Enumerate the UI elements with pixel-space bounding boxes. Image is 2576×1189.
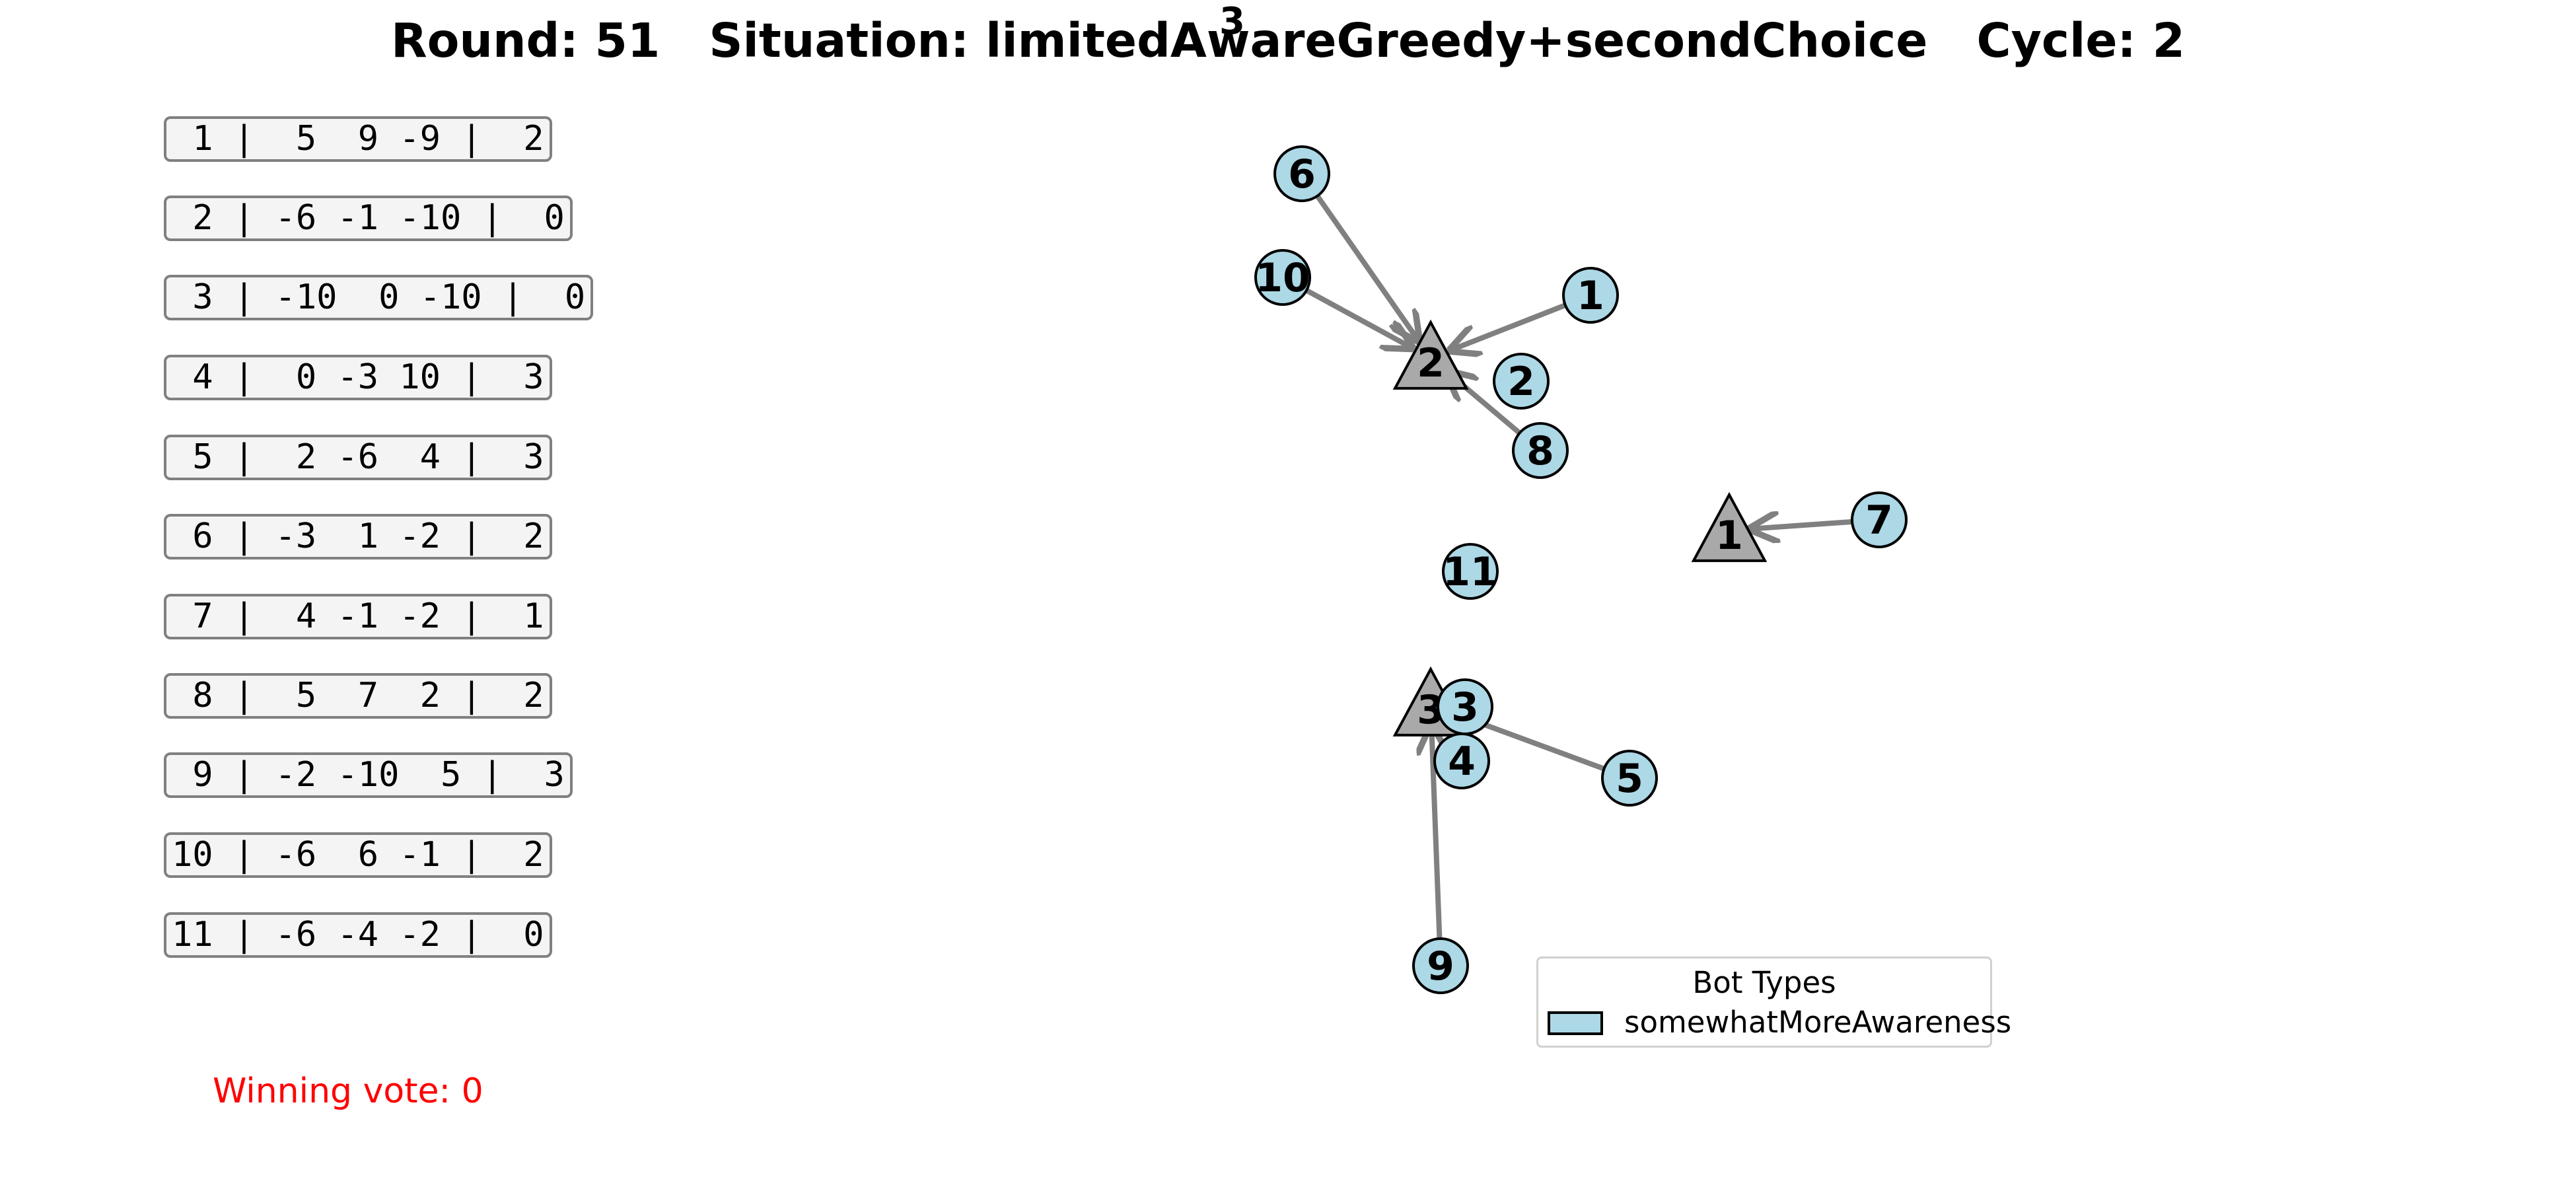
- bot-node-1: 1: [1562, 267, 1619, 324]
- bot-row-9: 9 | -2 -10 5 | 3: [164, 752, 573, 798]
- bot-row-11: 11 | -6 -4 -2 | 0: [164, 912, 552, 958]
- bot-row-6: 6 | -3 1 -2 | 2: [164, 514, 552, 559]
- candidate-label: 2: [1417, 340, 1445, 386]
- bot-row-8: 8 | 5 7 2 | 2: [164, 673, 552, 719]
- bot-label: 8: [1526, 428, 1554, 474]
- bot-row-3: 3 | -10 0 -10 | 0: [164, 275, 594, 320]
- bot-circle: [1412, 937, 1469, 994]
- candidate-triangle: [1691, 491, 1768, 562]
- bot-node-11: 11: [1442, 543, 1499, 600]
- candidate-triangle: [1392, 319, 1469, 390]
- bot-label: 3: [1451, 684, 1479, 731]
- bot-node-3: 3: [1437, 678, 1493, 735]
- bot-circle: [1493, 353, 1550, 410]
- winning-vote: Winning vote: 0: [213, 1071, 483, 1111]
- bot-row-10: 10 | -6 6 -1 | 2: [164, 832, 552, 878]
- legend-title: Bot Types: [1692, 965, 1836, 1000]
- candidate-node-2: 2: [1392, 319, 1469, 390]
- bot-circle: [1851, 491, 1908, 548]
- candidate-node-1: 1: [1691, 491, 1768, 562]
- chart-title-wrap: Round: 51 Situation: limitedAwareGreedy+…: [0, 13, 2576, 68]
- legend-swatch: [1548, 1011, 1603, 1035]
- edges-layer: [1305, 194, 1853, 939]
- edge-bot10-to-candidate2: [1305, 288, 1414, 349]
- bot-node-7: 7: [1851, 491, 1908, 548]
- bot-row-7: 7 | 4 -1 -2 | 1: [164, 594, 552, 639]
- bot-node-8: 8: [1512, 422, 1569, 479]
- bot-label: 5: [1616, 756, 1643, 802]
- bot-circle: [1254, 249, 1311, 306]
- bot-label: 10: [1255, 255, 1310, 301]
- bot-label: 11: [1443, 549, 1498, 595]
- bot-row-1: 1 | 5 9 -9 | 2: [164, 116, 552, 162]
- bot-node-5: 5: [1601, 750, 1658, 807]
- bot-label: 1: [1577, 273, 1604, 319]
- candidate-label: 1: [1715, 513, 1743, 559]
- bot-node-4: 4: [1433, 733, 1490, 789]
- bot-row-2: 2 | -6 -1 -10 | 0: [164, 196, 573, 241]
- bot-circle: [1562, 267, 1619, 324]
- bot-circle: [1442, 543, 1499, 600]
- legend: Bot Types somewhatMoreAwareness: [1536, 956, 2011, 1048]
- edge-bot6-to-candidate2: [1315, 194, 1419, 343]
- bot-node-2: 2: [1493, 353, 1550, 410]
- bot-circle: [1433, 733, 1490, 789]
- legend-label: somewhatMoreAwareness: [1624, 1005, 2012, 1040]
- bot-circle: [1273, 145, 1330, 202]
- bot-node-6: 6: [1273, 145, 1330, 202]
- bot-row-5: 5 | 2 -6 4 | 3: [164, 435, 552, 480]
- edge-bot7-to-candidate1: [1748, 522, 1853, 529]
- bot-label: 2: [1507, 359, 1535, 405]
- bot-label: 6: [1288, 151, 1316, 198]
- bot-node-10: 10: [1254, 249, 1311, 306]
- title-superscript: 3: [1219, 0, 1245, 43]
- bot-label: 9: [1427, 943, 1454, 990]
- bot-label: 7: [1865, 497, 1893, 544]
- edge-bot9-to-candidate3: [1431, 723, 1439, 939]
- bot-circle: [1512, 422, 1569, 479]
- bot-row-4: 4 | 0 -3 10 | 3: [164, 355, 552, 400]
- bot-node-9: 9: [1412, 937, 1469, 994]
- bot-circle: [1601, 750, 1658, 807]
- chart-title: Round: 51 Situation: limitedAwareGreedy+…: [390, 13, 2186, 68]
- bot-label: 4: [1448, 739, 1476, 785]
- edge-bot1-to-candidate2: [1448, 303, 1567, 351]
